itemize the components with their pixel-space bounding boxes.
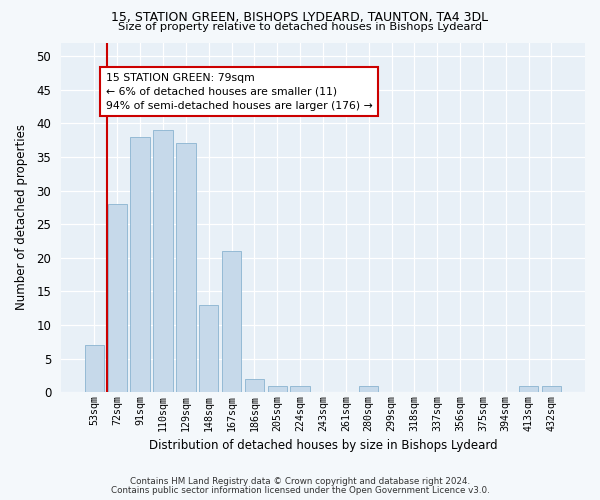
X-axis label: Distribution of detached houses by size in Bishops Lydeard: Distribution of detached houses by size …: [149, 440, 497, 452]
Bar: [107, 204, 127, 392]
Bar: [154, 130, 173, 392]
Bar: [359, 386, 379, 392]
Y-axis label: Number of detached properties: Number of detached properties: [15, 124, 28, 310]
Bar: [199, 305, 218, 392]
Bar: [85, 346, 104, 393]
Text: 15 STATION GREEN: 79sqm
← 6% of detached houses are smaller (11)
94% of semi-det: 15 STATION GREEN: 79sqm ← 6% of detached…: [106, 73, 373, 111]
Bar: [542, 386, 561, 392]
Bar: [268, 386, 287, 392]
Bar: [130, 136, 150, 392]
Text: Size of property relative to detached houses in Bishops Lydeard: Size of property relative to detached ho…: [118, 22, 482, 32]
Text: 15, STATION GREEN, BISHOPS LYDEARD, TAUNTON, TA4 3DL: 15, STATION GREEN, BISHOPS LYDEARD, TAUN…: [112, 11, 488, 24]
Bar: [222, 251, 241, 392]
Bar: [519, 386, 538, 392]
Bar: [176, 144, 196, 392]
Text: Contains HM Land Registry data © Crown copyright and database right 2024.: Contains HM Land Registry data © Crown c…: [130, 477, 470, 486]
Bar: [245, 379, 264, 392]
Text: Contains public sector information licensed under the Open Government Licence v3: Contains public sector information licen…: [110, 486, 490, 495]
Bar: [290, 386, 310, 392]
